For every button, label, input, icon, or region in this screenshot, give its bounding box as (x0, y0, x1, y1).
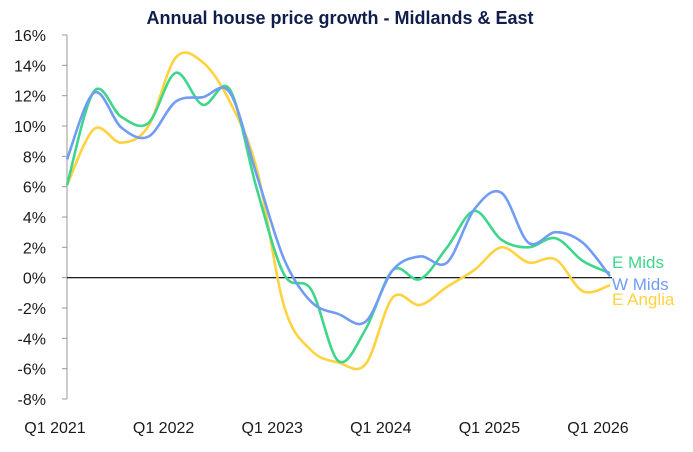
y-tick-label: 14% (14, 58, 46, 75)
y-tick-label: -8% (18, 392, 46, 409)
y-tick-label: 12% (14, 89, 46, 106)
y-tick-label: 10% (14, 119, 46, 136)
x-tick-label: Q1 2024 (350, 420, 411, 437)
y-tick-label: -2% (18, 301, 46, 318)
chart-title: Annual house price growth - Midlands & E… (146, 8, 533, 28)
x-tick-label: Q1 2021 (24, 420, 85, 437)
y-tick-label: 4% (23, 210, 46, 227)
y-tick-label: 8% (23, 149, 46, 166)
y-tick-label: 2% (23, 240, 46, 257)
series-label: E Anglia (612, 290, 675, 309)
series-line-e-mids (65, 71, 611, 364)
series-line-e-anglia (65, 51, 611, 371)
y-tick-label: 0% (23, 271, 46, 288)
x-tick-label: Q1 2022 (133, 420, 194, 437)
y-tick-label: 6% (23, 180, 46, 197)
series-label: E Mids (612, 253, 664, 272)
series-label: W Mids (612, 275, 669, 294)
series-line-w-mids (65, 86, 612, 326)
y-tick-label: 16% (14, 28, 46, 45)
x-tick-label: Q1 2025 (459, 420, 520, 437)
x-tick-label: Q1 2026 (567, 420, 628, 437)
y-tick-label: -4% (18, 331, 46, 348)
x-tick-label: Q1 2023 (242, 420, 303, 437)
y-tick-label: -6% (18, 362, 46, 379)
